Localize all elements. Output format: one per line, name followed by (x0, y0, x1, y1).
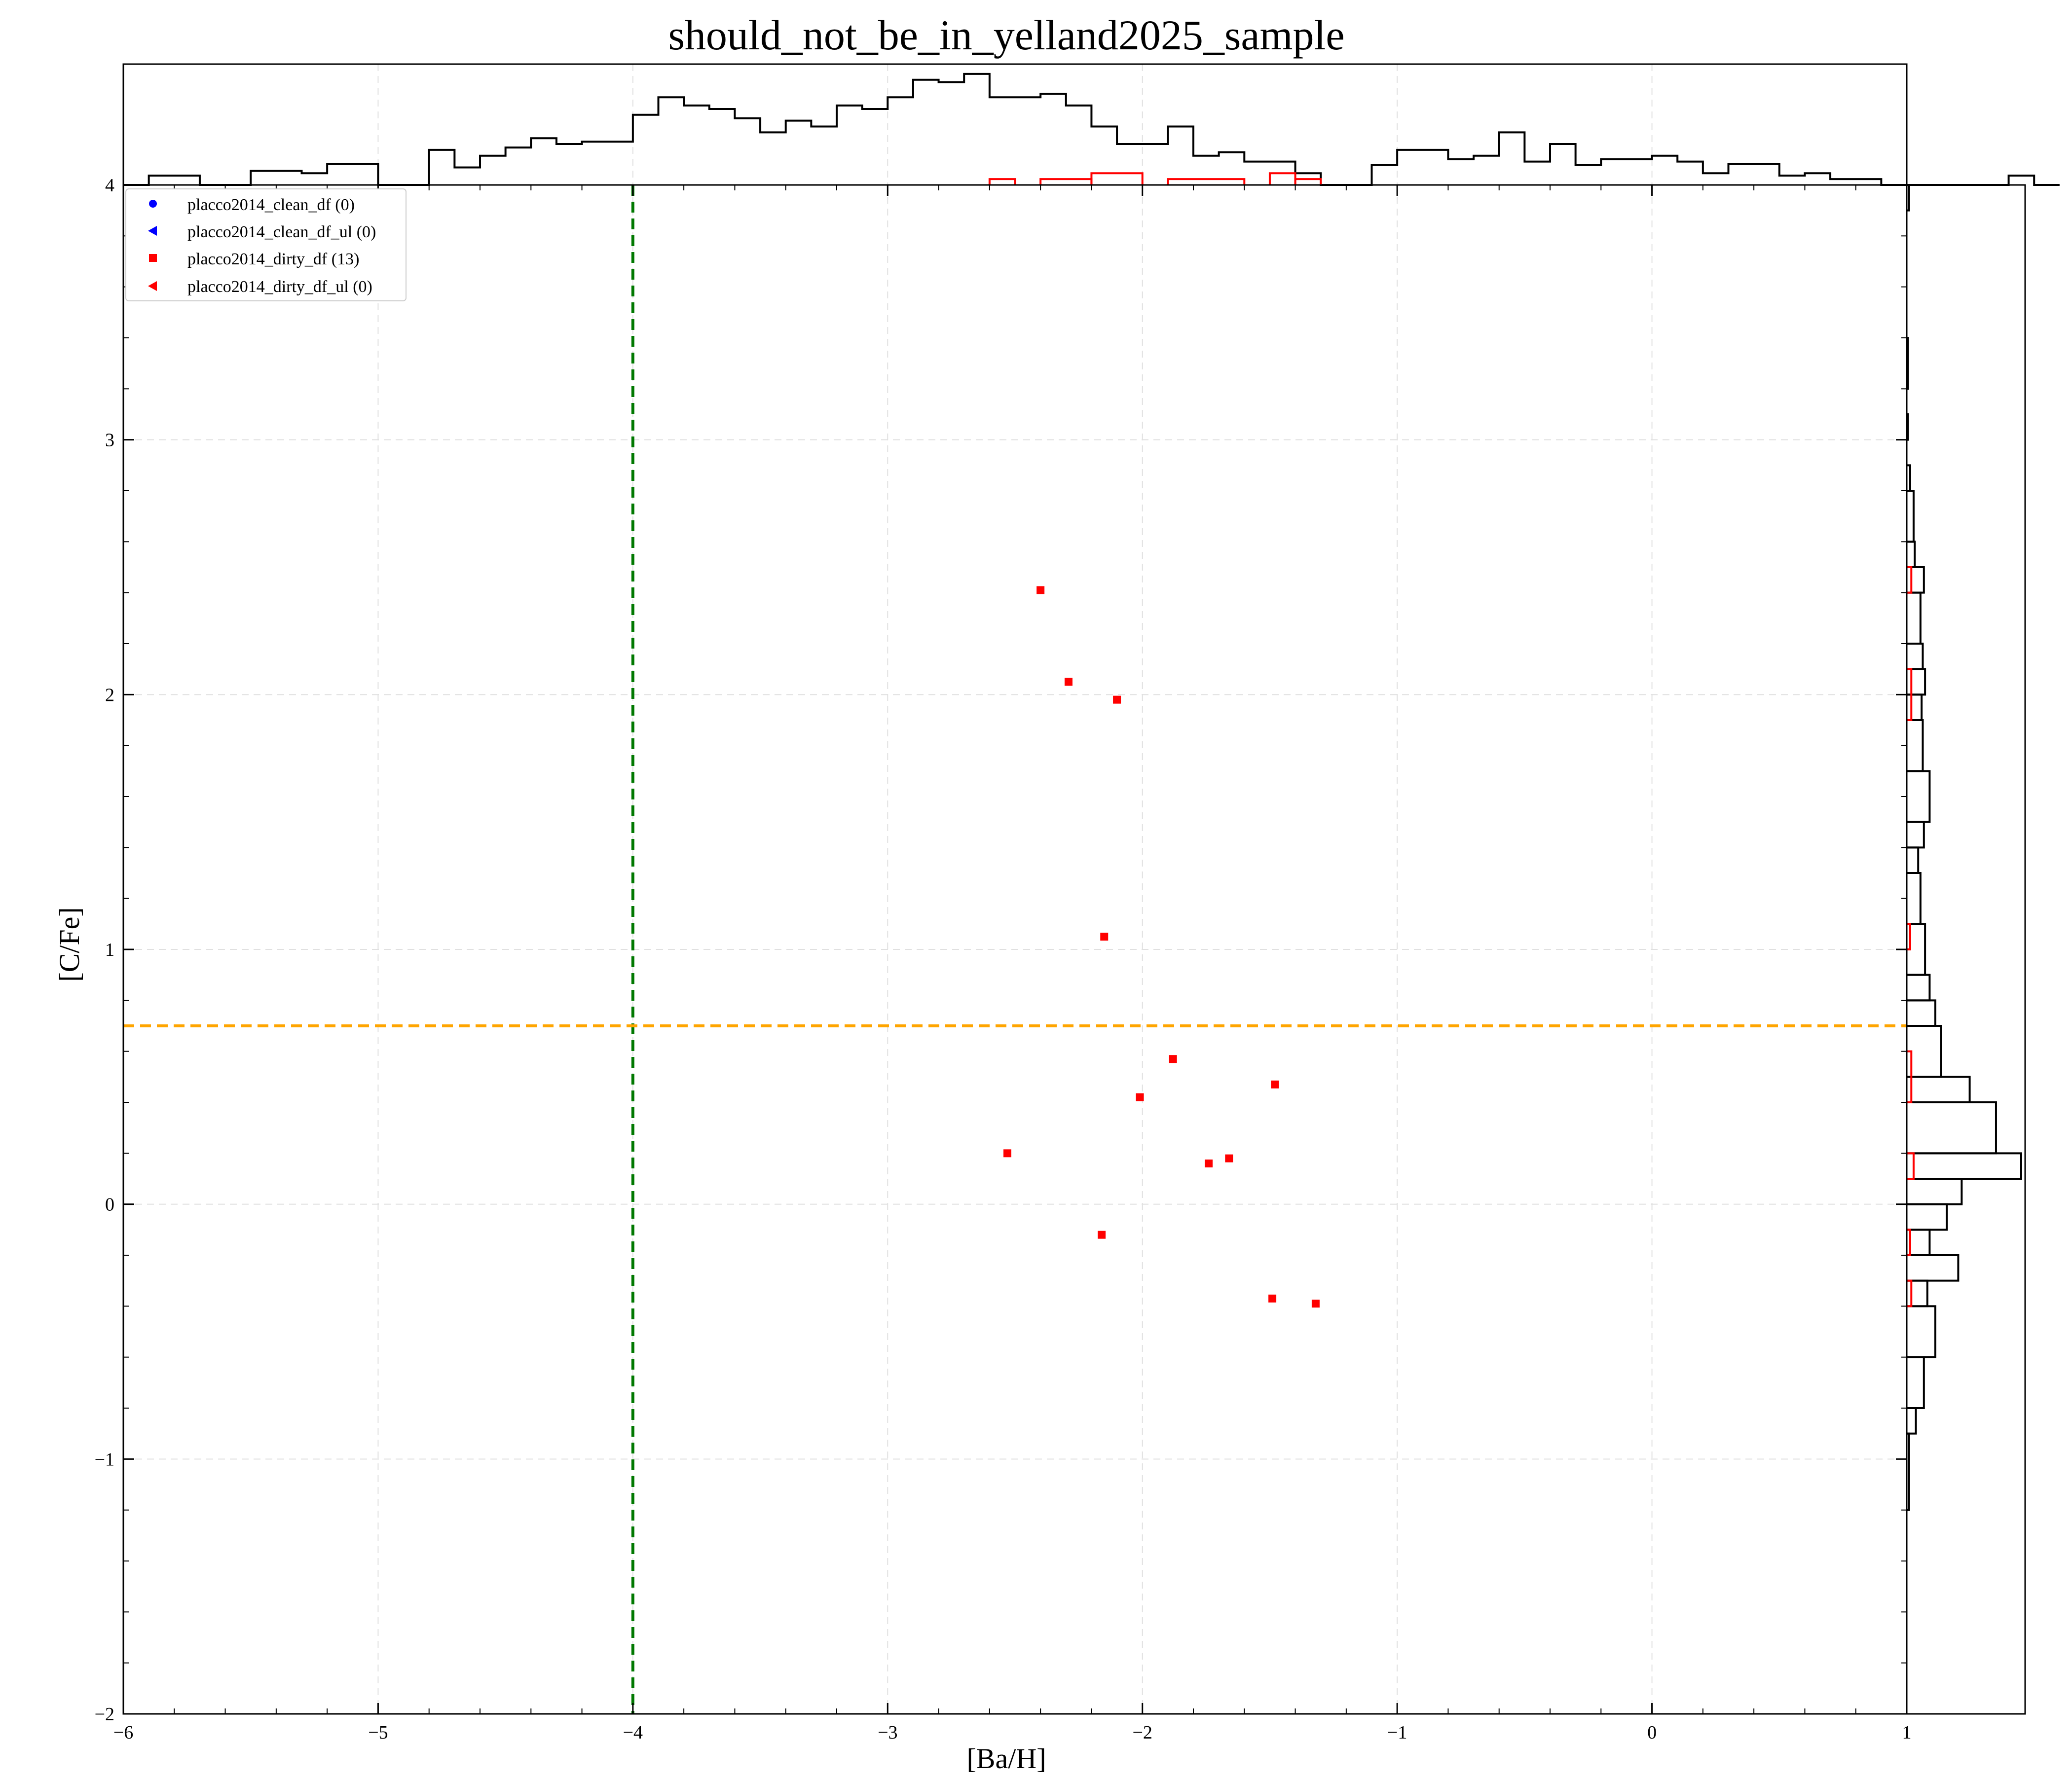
top-histogram-overlay-bin (1294, 178, 1322, 185)
x-tick-label: −4 (623, 1722, 643, 1743)
data-point (1169, 1055, 1177, 1063)
x-tick-label: −3 (878, 1722, 897, 1743)
legend-label-clean-df: placco2014_clean_df (0) (187, 196, 355, 214)
scatter-points (1003, 586, 1320, 1308)
right-histogram-bin (1907, 1152, 2022, 1180)
legend-marker-clean-df-ul (148, 226, 157, 236)
legend-marker-clean-df (149, 200, 157, 208)
x-tick-label: 0 (1647, 1722, 1657, 1743)
legend-marker-dirty-df (149, 254, 157, 262)
data-point (1098, 1231, 1106, 1239)
data-point (1003, 1149, 1012, 1158)
data-point (1225, 1154, 1233, 1162)
x-tick-label: −6 (113, 1722, 133, 1743)
top-histogram-frame (122, 63, 1908, 186)
x-tick-label: 1 (1902, 1722, 1912, 1743)
top-histogram-overlay-bin (1090, 172, 1144, 185)
top-histogram-outline (123, 73, 2060, 186)
right-histogram-overlay-bin (1907, 1152, 1915, 1180)
right-histogram-bin (1907, 1407, 1917, 1435)
x-tick-label: −1 (1387, 1722, 1407, 1743)
y-tick-label: 3 (105, 430, 114, 451)
axis-ticks: −6 −5 −4 −3 −2 −1 0 1 −2 −1 0 1 2 3 4 (95, 175, 1912, 1743)
x-tick-label: −5 (368, 1722, 388, 1743)
y-tick-label: 0 (105, 1195, 114, 1215)
y-tick-label: 1 (105, 940, 114, 960)
right-histogram-overlay-bin (1907, 566, 1913, 594)
data-point (1113, 695, 1121, 704)
right-histogram-bin (1907, 1432, 1910, 1511)
right-histogram-overlay-bin (1907, 668, 1913, 721)
x-tick-label: −2 (1132, 1722, 1152, 1743)
y-tick-label: −1 (95, 1449, 114, 1470)
data-point (1268, 1294, 1277, 1303)
legend: placco2014_clean_df (0) placco2014_clean… (125, 188, 407, 301)
top-histogram-overlay-bin (988, 178, 1016, 185)
data-point (1064, 678, 1073, 686)
right-histogram-overlay-bin (1907, 1279, 1913, 1307)
x-axis-label: [Ba/H] (966, 1742, 1046, 1775)
legend-label-dirty-df: placco2014_dirty_df (13) (187, 250, 359, 268)
right-histogram-overlay-bin (1907, 923, 1911, 950)
chart-title: should_not_be_in_yelland2025_sample (668, 11, 1344, 59)
y-tick-label: −2 (95, 1704, 114, 1725)
y-axis-label: [C/Fe] (53, 907, 85, 981)
legend-label-dirty-df-ul: placco2014_dirty_df_ul (0) (187, 278, 372, 296)
data-point (1204, 1160, 1213, 1167)
data-point (1311, 1300, 1320, 1308)
right-histogram-overlay-bin (1907, 1229, 1911, 1256)
data-point (1036, 586, 1045, 594)
right-histogram (1907, 184, 2022, 1511)
data-point (1136, 1093, 1144, 1101)
data-point (1271, 1080, 1279, 1089)
right-histogram-bin (1907, 1254, 1960, 1282)
data-point (1100, 933, 1109, 941)
legend-marker-dirty-df-ul (148, 281, 157, 291)
y-tick-label: 4 (105, 175, 114, 196)
y-tick-label: 2 (105, 685, 114, 705)
legend-label-clean-df-ul: placco2014_clean_df_ul (0) (187, 223, 376, 241)
reference-lines (123, 185, 1907, 1714)
legend-frame (125, 188, 407, 301)
right-histogram-overlay-bin (1907, 1050, 1913, 1103)
top-histogram-overlay-bin (1167, 178, 1246, 185)
